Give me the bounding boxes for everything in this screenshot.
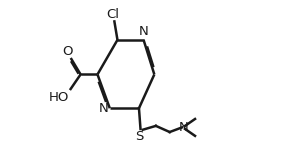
Text: O: O (62, 44, 73, 58)
Text: S: S (135, 131, 144, 144)
Text: HO: HO (49, 91, 69, 104)
Text: Cl: Cl (106, 8, 119, 21)
Text: N: N (179, 121, 188, 134)
Text: N: N (99, 102, 108, 115)
Text: N: N (139, 24, 148, 38)
